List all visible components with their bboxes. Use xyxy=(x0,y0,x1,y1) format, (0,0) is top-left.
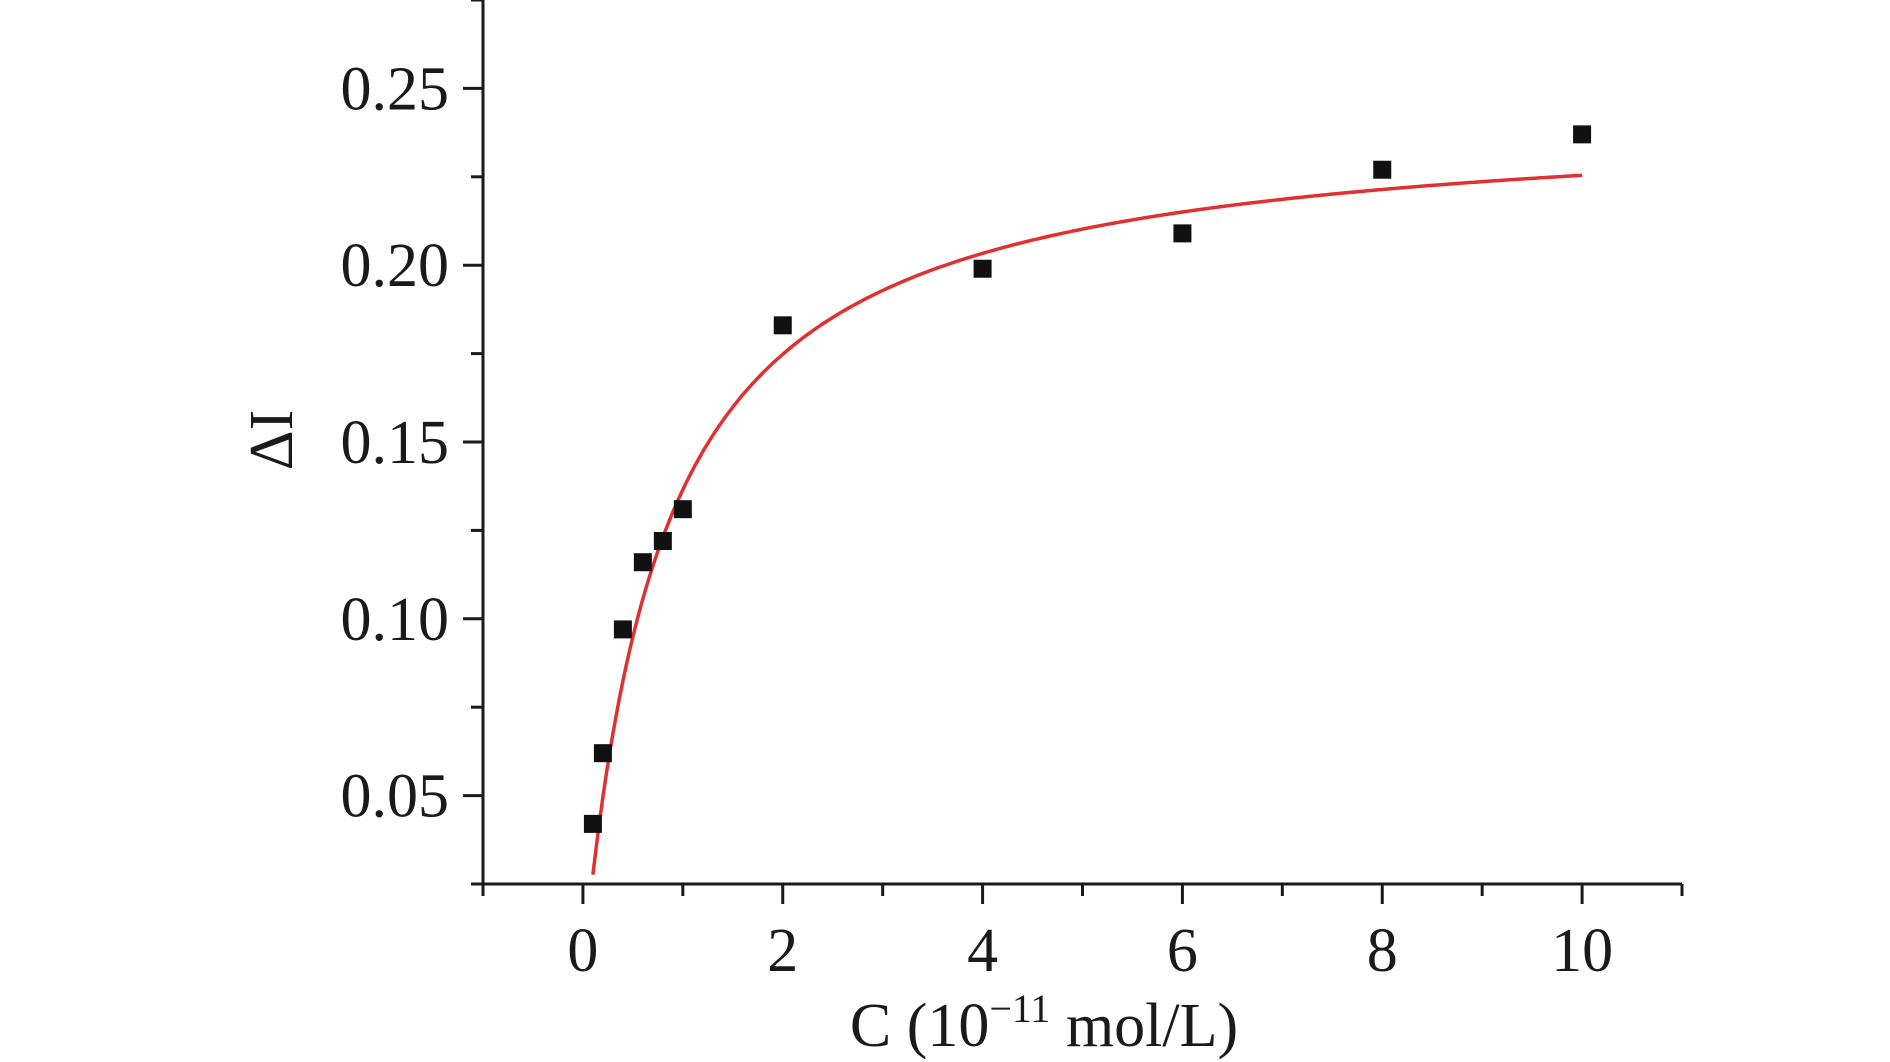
x-tick-label: 4 xyxy=(967,917,998,985)
y-tick-label: 0.10 xyxy=(341,586,450,654)
data-point xyxy=(1173,224,1192,243)
x-major-ticks xyxy=(581,884,1584,904)
data-point xyxy=(673,500,692,519)
x-tick-labels: 0 2 4 6 8 10 xyxy=(567,917,1613,985)
axes xyxy=(481,0,1682,886)
y-tick-label: 0.05 xyxy=(341,763,450,831)
data-point xyxy=(1573,125,1592,144)
data-point xyxy=(1373,160,1392,179)
y-tick-label: 0.15 xyxy=(341,409,450,477)
x-tick-label: 8 xyxy=(1367,917,1398,985)
y-minor-ticks xyxy=(471,0,483,886)
data-point xyxy=(653,532,672,551)
x-minor-ticks xyxy=(481,884,1684,896)
y-tick-label: 0.25 xyxy=(341,55,450,123)
data-point xyxy=(583,814,602,833)
y-tick-labels: 0.05 0.10 0.15 0.20 0.25 xyxy=(341,55,450,830)
fit-curve xyxy=(591,173,1583,875)
y-major-ticks xyxy=(463,86,483,798)
x-axis-title-main: C (10 xyxy=(850,992,990,1060)
y-axis-title: ΔI xyxy=(238,410,306,471)
data-point xyxy=(773,316,792,335)
x-tick-label: 0 xyxy=(567,917,598,985)
data-point xyxy=(633,553,652,572)
data-points-layer xyxy=(583,125,1592,833)
x-axis-title-exponent: −11 xyxy=(989,986,1050,1031)
x-axis-title: C (10−11 mol/L) xyxy=(850,986,1238,1060)
fit-curve-layer xyxy=(591,173,1583,875)
x-tick-label: 10 xyxy=(1551,917,1613,985)
data-point xyxy=(613,620,632,639)
y-tick-label: 0.20 xyxy=(341,232,450,300)
x-axis-title-unit: mol/L) xyxy=(1050,992,1238,1060)
x-tick-label: 6 xyxy=(1167,917,1198,985)
data-point xyxy=(593,744,612,763)
x-tick-label: 2 xyxy=(767,917,798,985)
data-point xyxy=(973,259,992,278)
